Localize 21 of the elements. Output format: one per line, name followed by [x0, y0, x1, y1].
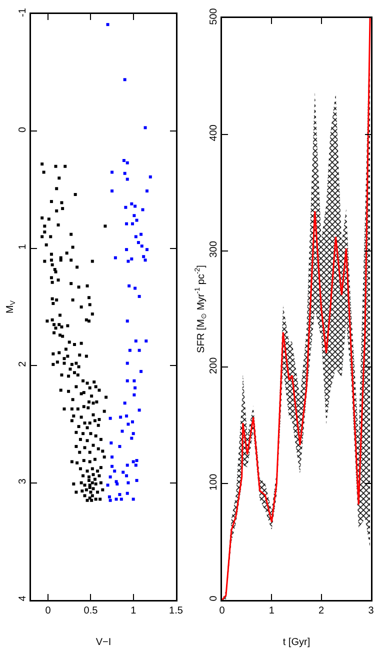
x-tick-label: 1 — [130, 606, 137, 616]
x-tick-label: 1 — [268, 606, 275, 616]
y-tick-label: -1 — [18, 8, 28, 17]
x-tick-label: 1.5 — [169, 606, 184, 616]
y-tick-label: 300 — [208, 240, 220, 258]
y-tick-label: 4 — [18, 595, 28, 602]
x-tick-label: 0 — [45, 606, 52, 616]
x-axis-title: t [Gyr] — [282, 636, 310, 648]
y-tick-label: 200 — [208, 356, 220, 374]
y-tick-label: 100 — [208, 473, 220, 490]
x-tick-label: 2 — [318, 606, 325, 616]
y-tick-label: 500 — [208, 8, 220, 25]
y-tick-label: 3 — [18, 478, 28, 484]
x-tick-label: 3 — [368, 606, 374, 616]
x-axis-title: V−I — [96, 636, 112, 648]
y-tick-label: 0 — [18, 126, 28, 132]
y-tick-label: 1 — [18, 244, 28, 250]
y-tick-label: 2 — [18, 360, 28, 367]
x-tick-label: 0.5 — [84, 606, 98, 616]
y-tick-label: 400 — [208, 124, 220, 142]
y-tick-label: 0 — [208, 595, 220, 602]
